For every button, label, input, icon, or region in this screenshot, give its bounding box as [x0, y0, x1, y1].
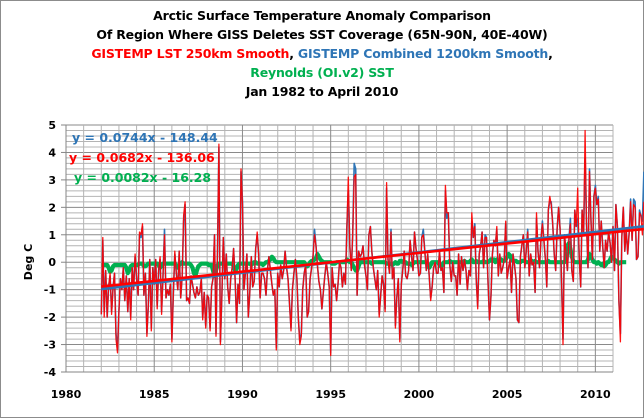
trendline-layer	[101, 225, 644, 291]
x-tick-label: 1990	[227, 388, 258, 401]
y-tick-label: 4	[48, 146, 56, 159]
chart-title-line-2: Of Region Where GISS Deletes SST Coverag…	[96, 27, 548, 42]
y-tick-label: -3	[44, 339, 56, 352]
title-separator: ,	[548, 46, 553, 61]
y-tick-label: 1	[48, 229, 56, 242]
y-tick-label: 5	[48, 119, 56, 132]
trend-equation-red: y = 0.0682x - 136.06	[69, 150, 215, 165]
x-tick-label: 1985	[139, 388, 170, 401]
y-tick-label: 3	[48, 174, 56, 187]
title-green-series: Reynolds (OI.v2) SST	[250, 65, 394, 80]
chart-title-series-line: GISTEMP LST 250km Smooth, GISTEMP Combin…	[0, 46, 644, 61]
title-separator: ,	[289, 46, 298, 61]
chart-subtitle: Jan 1982 to April 2010	[245, 84, 399, 99]
x-tick-label: 2005	[492, 388, 523, 401]
x-tick-label: 2010	[580, 388, 611, 401]
trend-equation-green: y = 0.0082x - 16.28	[74, 170, 211, 185]
y-tick-label: -4	[44, 366, 57, 379]
x-tick-label: 1995	[315, 388, 346, 401]
trend-equation-blue: y = 0.0744x - 148.44	[72, 130, 218, 145]
y-tick-label: 2	[48, 201, 56, 214]
y-tick-label: 0	[48, 256, 56, 269]
axes	[61, 124, 613, 373]
y-tick-label: -1	[44, 284, 56, 297]
title-red-series: GISTEMP LST 250km Smooth	[91, 46, 290, 61]
chart-title-line-1: Arctic Surface Temperature Anomaly Compa…	[153, 8, 491, 23]
x-tick-label: 2000	[404, 388, 435, 401]
y-axis-label: Deg C	[22, 244, 35, 280]
title-blue-series: GISTEMP Combined 1200km Smooth	[297, 46, 549, 61]
label-layer: 5 4 3 2 1 0 -1 -2 -3 -4 1980 1985 1990 1995 2000 2005 20…	[44, 119, 611, 401]
trendline-red	[101, 227, 644, 288]
y-tick-label: -2	[44, 311, 56, 324]
x-tick-label: 1980	[51, 388, 82, 401]
